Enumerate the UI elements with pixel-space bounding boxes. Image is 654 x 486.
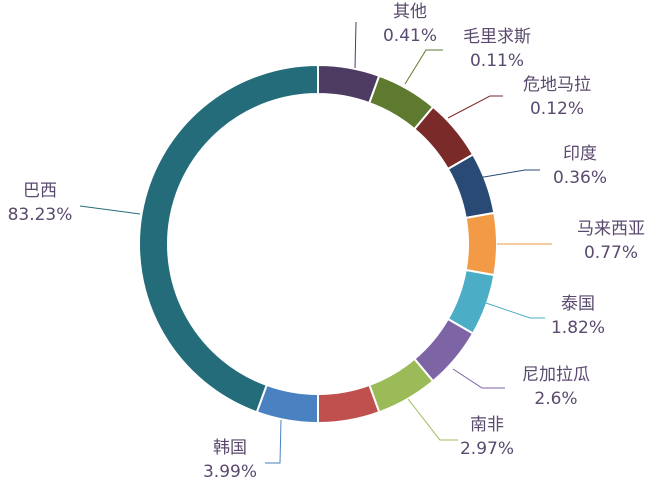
slice-马来西亚 xyxy=(464,211,498,277)
slice-其他 xyxy=(317,63,381,105)
slice-value-label: 0.77% xyxy=(584,243,638,263)
slice-value-label: 0.12% xyxy=(530,99,584,119)
slice-name-label: 马来西亚 xyxy=(577,219,645,239)
slice-value-label: 2.97% xyxy=(460,439,514,459)
slice-value-label: 1.82% xyxy=(551,318,605,338)
slice-name-label: 毛里求斯 xyxy=(463,27,531,47)
slice-name-label: 其他 xyxy=(393,2,427,22)
slice-印度 xyxy=(446,153,496,220)
leader-line-泰国 xyxy=(485,302,545,319)
slice-value-label: 0.11% xyxy=(470,51,524,71)
leader-line-印度 xyxy=(477,169,540,179)
leader-line-危地马拉 xyxy=(447,95,503,119)
slice-value-label: 2.6% xyxy=(534,389,577,409)
leader-line-毛里求斯 xyxy=(404,49,443,85)
donut-segments xyxy=(138,63,498,425)
slice-name-label: 印度 xyxy=(563,144,597,164)
slice-name-label: 危地马拉 xyxy=(523,75,591,95)
leader-line-其他 xyxy=(354,21,357,69)
leader-line-韩国 xyxy=(265,419,282,464)
slice-labels: 其他 0.41% 毛里求斯 0.11% 危地马拉 0.12% 印度 0.36% 马来西亚 0.77… xyxy=(8,2,645,482)
leader-line-尼加拉瓜 xyxy=(452,368,505,389)
slice-韩国 xyxy=(255,383,319,425)
leader-line-巴西 xyxy=(79,205,141,215)
leader-lines xyxy=(79,21,552,464)
slice-name-label: 巴西 xyxy=(23,181,57,201)
slice-unlabeled xyxy=(317,383,381,425)
slice-value-label: 0.36% xyxy=(553,168,607,188)
slice-value-label: 3.99% xyxy=(203,462,257,482)
slice-name-label: 韩国 xyxy=(213,438,247,458)
leader-line-南非 xyxy=(407,398,458,441)
slice-value-label: 83.23% xyxy=(8,205,73,225)
slice-name-label: 尼加拉瓜 xyxy=(522,365,590,385)
slice-name-label: 南非 xyxy=(470,415,504,435)
slice-name-label: 泰国 xyxy=(561,294,595,314)
slice-巴西 xyxy=(138,63,319,414)
slice-value-label: 0.41% xyxy=(383,26,437,46)
